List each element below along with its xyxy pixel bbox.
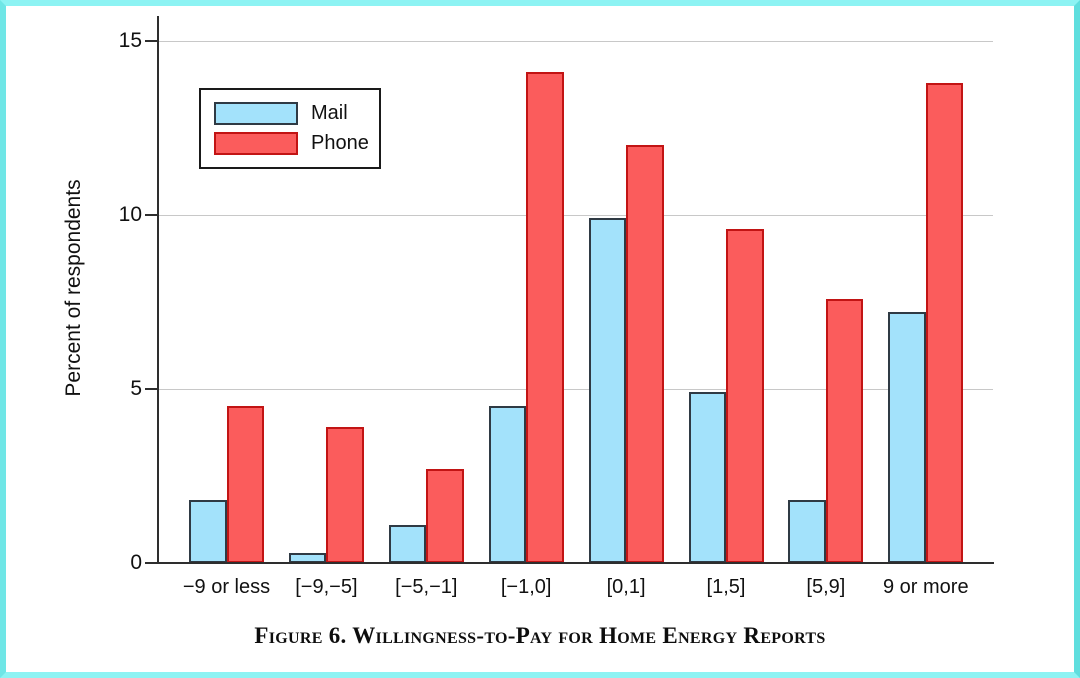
bar-phone-6 [825, 298, 864, 563]
y-axis-line [157, 16, 159, 564]
bar-mail-4 [588, 218, 627, 563]
plot-area [158, 41, 993, 563]
legend-swatch-phone [214, 131, 298, 155]
y-tick-label-10: 10 [118, 203, 142, 226]
x-axis-line [157, 562, 994, 564]
x-tick-label-3: [−1,0] [500, 576, 552, 598]
y-tick-label-15: 15 [118, 29, 142, 52]
y-tick-label-0: 0 [130, 551, 142, 574]
x-tick-label-6: [5,9] [806, 576, 846, 598]
bar-phone-1 [326, 427, 364, 563]
legend-row-phone: Phone [214, 129, 379, 157]
x-tick-label-5: [1,5] [706, 576, 746, 598]
y-tick-label-5: 5 [130, 377, 142, 400]
legend-row-mail: Mail [214, 99, 379, 127]
x-tick-label-7: 9 or more [883, 576, 969, 598]
gridline-10 [158, 215, 993, 216]
gridline-5 [158, 389, 993, 390]
legend-rows: Mail Phone [214, 99, 379, 157]
y-tick-mark-0 [145, 562, 158, 564]
figure-caption: Figure 6. Willingness-to-Pay for Home En… [254, 623, 826, 648]
bar-phone-7 [925, 82, 964, 563]
y-axis-title: Percent of respondents [62, 179, 85, 397]
bar-mail-3 [488, 406, 527, 563]
bar-phone-5 [726, 228, 764, 563]
legend-label-phone: Phone [311, 131, 369, 154]
legend-swatch-mail [214, 101, 298, 125]
x-tick-label-4: [0,1] [606, 576, 646, 598]
y-tick-mark-10 [145, 214, 158, 216]
x-tick-label-2: [−5,−1] [395, 576, 458, 598]
legend-label-mail: Mail [311, 101, 348, 124]
bar-mail-5 [688, 392, 726, 563]
bar-phone-0 [226, 406, 264, 563]
bar-mail-1 [288, 552, 327, 563]
y-tick-mark-15 [145, 40, 158, 42]
bar-phone-4 [626, 145, 664, 563]
bar-mail-6 [788, 500, 826, 563]
bar-phone-2 [426, 469, 464, 563]
bar-phone-3 [526, 72, 564, 563]
legend: Mail Phone [199, 88, 381, 169]
bar-mail-2 [388, 524, 427, 563]
y-tick-mark-5 [145, 388, 158, 390]
x-tick-label-0: −9 or less [182, 576, 271, 598]
x-tick-label-1: [−9,−5] [295, 576, 358, 598]
bar-mail-0 [189, 500, 227, 563]
bar-mail-7 [888, 312, 926, 563]
gridline-15 [158, 41, 993, 42]
